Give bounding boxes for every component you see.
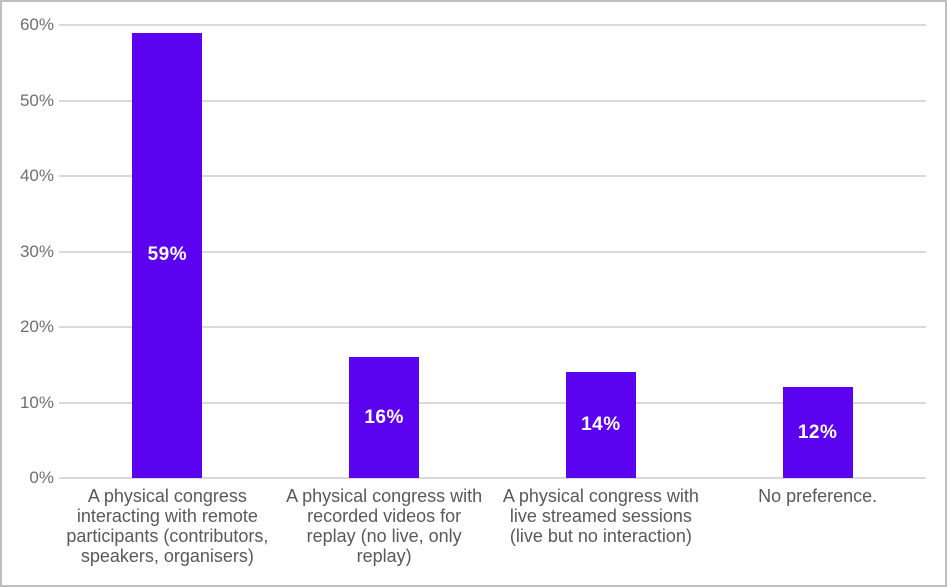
gridline bbox=[59, 24, 926, 26]
bar: 12% bbox=[782, 387, 853, 478]
gridline bbox=[59, 326, 926, 328]
gridline bbox=[59, 175, 926, 177]
bar: 14% bbox=[565, 372, 636, 478]
y-axis-tick-label: 60% bbox=[19, 15, 54, 34]
x-axis-category-label: A physical congress with recorded videos… bbox=[286, 486, 483, 566]
y-axis-tick-label: 30% bbox=[19, 241, 54, 261]
gridline bbox=[59, 99, 926, 102]
bar: 59% bbox=[132, 32, 203, 478]
gridline bbox=[59, 401, 926, 404]
y-axis-tick-label: 0% bbox=[29, 468, 54, 487]
bar-value-label: 14% bbox=[581, 414, 621, 436]
y-axis-tick-label: 50% bbox=[19, 90, 54, 110]
gridline bbox=[59, 250, 926, 253]
bar-value-label: 12% bbox=[797, 421, 838, 443]
x-axis-category-label: No preference. bbox=[758, 486, 878, 506]
bar: 16% bbox=[349, 357, 420, 478]
x-axis-category-label: A physical congress with live streamed s… bbox=[502, 486, 699, 546]
bar-value-label: 59% bbox=[147, 244, 188, 266]
y-axis-tick-label: 40% bbox=[19, 166, 54, 185]
bar-value-label: 16% bbox=[364, 406, 404, 428]
gridline bbox=[59, 477, 926, 479]
y-axis-tick-label: 20% bbox=[19, 317, 54, 336]
y-axis-tick-label: 10% bbox=[19, 392, 54, 412]
x-axis-category-label: A physical congress interacting with rem… bbox=[66, 486, 269, 566]
